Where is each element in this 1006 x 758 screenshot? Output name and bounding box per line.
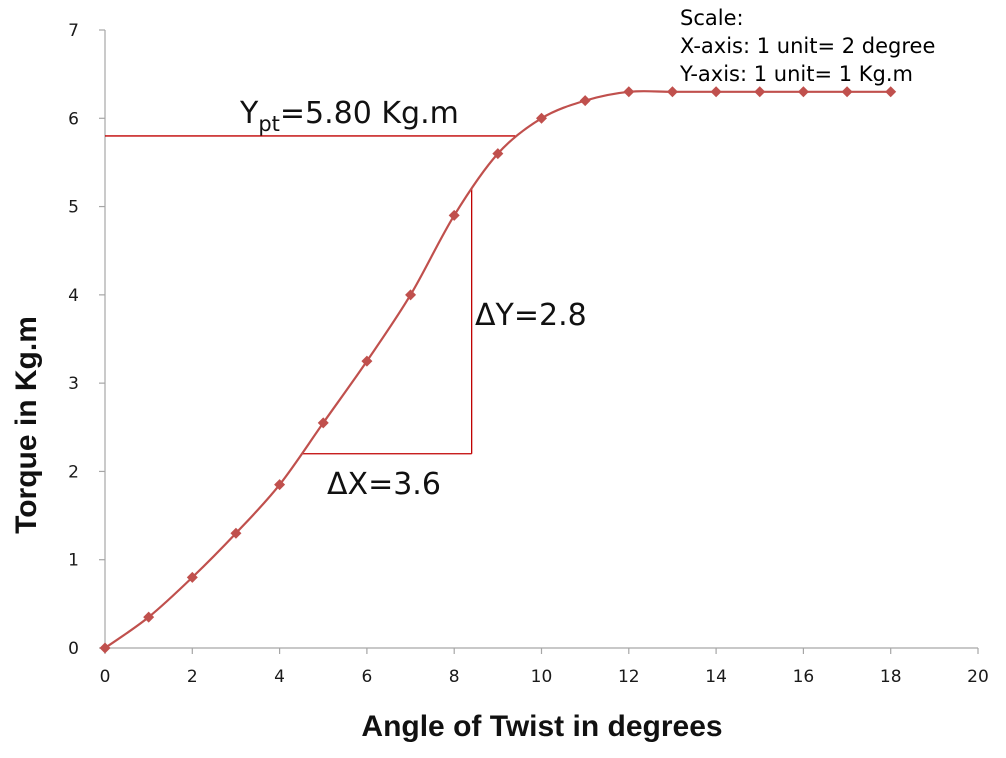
ypt-label-sub: pt bbox=[258, 112, 280, 136]
data-point bbox=[623, 86, 635, 98]
annotation-lines bbox=[105, 135, 516, 455]
data-point bbox=[710, 86, 722, 98]
data-point bbox=[274, 479, 286, 491]
data-point bbox=[579, 95, 591, 107]
y-tick-label: 7 bbox=[68, 21, 79, 41]
ypt-label: Ypt=5.80 Kg.m bbox=[239, 96, 459, 136]
data-point bbox=[99, 642, 111, 654]
data-point bbox=[754, 86, 766, 98]
x-tick-label: 10 bbox=[531, 667, 553, 687]
y-tick-label: 5 bbox=[68, 198, 79, 218]
series-line bbox=[104, 90, 891, 649]
x-tick-label: 14 bbox=[705, 667, 727, 687]
y-axis-title: Torque in Kg.m bbox=[10, 316, 43, 534]
data-point bbox=[666, 86, 678, 98]
y-tick-label: 3 bbox=[68, 374, 79, 394]
y-tick-label: 0 bbox=[68, 639, 79, 659]
x-axis-title: Angle of Twist in degrees bbox=[361, 710, 722, 743]
data-point bbox=[143, 611, 155, 623]
data-point bbox=[536, 112, 547, 124]
y-tick-label: 1 bbox=[68, 551, 79, 571]
x-tick-label: 20 bbox=[967, 667, 989, 687]
scale-note: Scale: X-axis: 1 unit= 2 degree Y-axis: … bbox=[680, 4, 935, 88]
delta-y-label: ΔY=2.8 bbox=[475, 298, 587, 333]
data-point bbox=[230, 527, 242, 539]
x-tick-label: 4 bbox=[274, 667, 285, 687]
data-point bbox=[186, 571, 198, 583]
data-point bbox=[405, 289, 417, 301]
ypt-label-main: Y bbox=[239, 96, 259, 131]
data-point bbox=[885, 86, 897, 98]
y-tick-label: 2 bbox=[68, 462, 79, 482]
x-tick-label: 2 bbox=[187, 667, 198, 687]
ypt-label-rest: =5.80 Kg.m bbox=[280, 96, 459, 131]
data-point bbox=[317, 417, 329, 429]
axes bbox=[99, 29, 979, 654]
data-point bbox=[448, 209, 460, 221]
scale-note-x-line: X-axis: 1 unit= 2 degree bbox=[680, 34, 936, 58]
scale-note-title: Scale: bbox=[680, 6, 744, 30]
x-tick-label: 18 bbox=[880, 667, 902, 687]
scale-note-y-line: Y-axis: 1 unit= 1 Kg.m bbox=[680, 62, 913, 86]
delta-x-label: ΔX=3.6 bbox=[327, 467, 441, 502]
x-tick-label: 8 bbox=[449, 667, 460, 687]
x-tick-label: 0 bbox=[100, 667, 111, 687]
x-tick-label: 6 bbox=[361, 667, 372, 687]
data-point bbox=[492, 148, 504, 160]
y-tick-label: 4 bbox=[68, 286, 79, 306]
x-tick-label: 16 bbox=[793, 667, 815, 687]
x-tick-label: 12 bbox=[618, 667, 640, 687]
series-layer bbox=[99, 86, 897, 654]
data-point bbox=[797, 86, 809, 98]
y-tick-label: 6 bbox=[68, 109, 79, 129]
data-point bbox=[361, 355, 373, 367]
data-point bbox=[841, 86, 853, 98]
